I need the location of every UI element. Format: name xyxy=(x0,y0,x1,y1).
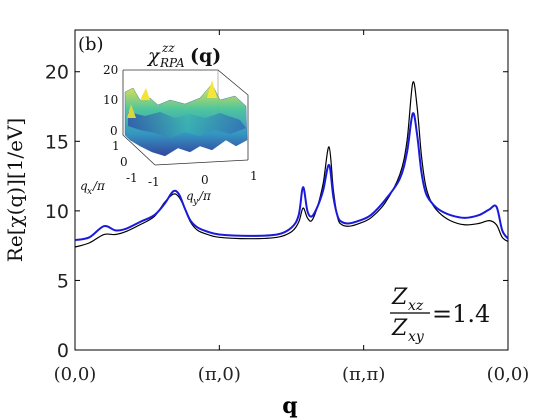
inset-xlabel-sub: x xyxy=(87,187,92,197)
x-tick-label: (π,0) xyxy=(198,364,241,385)
series-line-1 xyxy=(74,112,509,242)
inset-ztick: 10 xyxy=(103,93,118,107)
inset-title-chi: χ xyxy=(146,45,161,67)
y-tick-label: 10 xyxy=(45,201,69,223)
ratio-denominator-sub: xy xyxy=(408,329,425,345)
inset-ylabel-sub: y xyxy=(192,197,199,207)
inset-peak-2 xyxy=(207,80,217,98)
inset-ytick: -1 xyxy=(148,175,160,189)
inset-ylabel-div: /π xyxy=(198,189,212,203)
x-tick-label: (0,0) xyxy=(487,364,530,385)
ratio-value: =1.4 xyxy=(432,300,490,328)
inset-ytick: 1 xyxy=(250,169,258,183)
inset-surface-band xyxy=(128,112,246,138)
x-tick-label: (0,0) xyxy=(54,364,97,385)
ratio-numerator-sub: xz xyxy=(408,298,424,314)
panel-label: (b) xyxy=(78,34,104,55)
inset-plot: χ zz RPA (q) 20 10 0 1 0 -1 -1 0 1 q x /… xyxy=(80,41,258,207)
x-tick-label: (π,π) xyxy=(342,364,385,385)
y-tick-label: 0 xyxy=(57,340,69,362)
ratio-denominator: Z xyxy=(391,316,408,341)
y-tick-label: 20 xyxy=(45,62,69,84)
plot-frame xyxy=(74,29,509,351)
inset-xtick: 0 xyxy=(120,155,128,169)
inset-ztick: 0 xyxy=(110,124,118,138)
inset-xlabel-div: /π xyxy=(92,179,106,193)
ratio-numerator: Z xyxy=(391,285,408,310)
inset-box-left xyxy=(122,70,156,166)
inset-title-arg: (q) xyxy=(190,45,221,67)
inset-xtick: -1 xyxy=(126,171,138,185)
inset-xlabel: q xyxy=(80,179,88,193)
inset-box-back xyxy=(123,69,249,160)
x-axis-label: q xyxy=(282,393,297,419)
inset-peak-3 xyxy=(127,104,136,118)
inset-ylabel: q xyxy=(186,189,194,203)
inset-title-sup: zz xyxy=(161,41,175,55)
y-tick-label: 5 xyxy=(57,270,69,292)
ratio-annotation: Z xz Z xy =1.4 xyxy=(390,285,490,345)
y-tick-label: 15 xyxy=(45,131,69,153)
inset-xtick: 1 xyxy=(112,139,120,153)
inset-title-sub: RPA xyxy=(159,56,185,70)
x-ticks: (0,0) (π,0) (π,π) (0,0) xyxy=(54,30,530,385)
y-axis-label: Re[χ(q)][1/eV] xyxy=(3,118,27,262)
inset-box-front xyxy=(154,159,249,166)
inset-peak-1 xyxy=(140,88,150,100)
inset-ytick: 0 xyxy=(201,173,209,187)
series-group xyxy=(74,81,509,248)
inset-ztick: 20 xyxy=(103,63,118,77)
